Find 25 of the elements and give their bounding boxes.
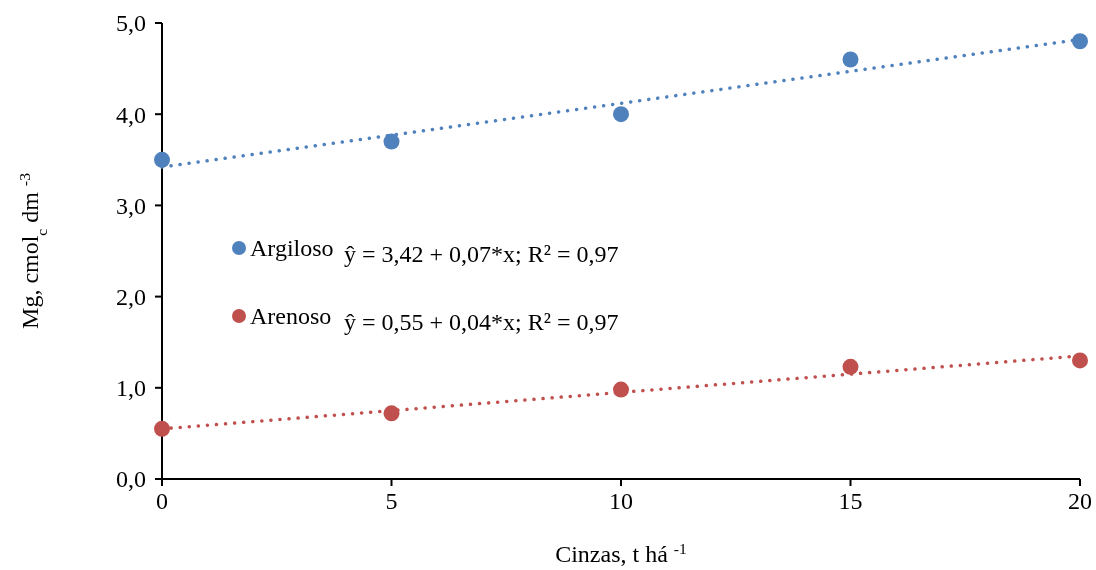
point (383, 133, 400, 150)
x-tick-label: 10 (609, 488, 633, 514)
point (154, 151, 170, 168)
legend-label: Arenoso (250, 303, 332, 330)
y-tick-label: 5,0 (116, 10, 146, 37)
x-tick-label: 15 (838, 488, 863, 514)
y-tick-label: 1,0 (116, 375, 146, 402)
x-tick-label: 0 (156, 488, 168, 514)
point (842, 358, 859, 375)
y-tick-label: 4,0 (116, 101, 146, 128)
point (842, 51, 859, 68)
x-tick-label: 5 (385, 488, 398, 514)
y-tick-label: 0,0 (116, 466, 146, 493)
legend-label: Argiloso (250, 235, 334, 262)
point (613, 106, 629, 123)
point (1072, 33, 1088, 50)
x-tick-label: 20 (1068, 488, 1092, 514)
x-axis-title: Cinzas, t há $^{-1}$ (555, 539, 687, 567)
y-tick-label: 3,0 (116, 192, 146, 219)
point (613, 381, 629, 398)
annotation: ŷ = 0,55 + 0,04*x; R² = 0,97 (344, 309, 619, 335)
point (154, 420, 170, 437)
annotation: ŷ = 3,42 + 0,07*x; R² = 0,97 (344, 241, 619, 267)
point (1072, 352, 1088, 369)
y-tick-label: 2,0 (116, 284, 146, 310)
